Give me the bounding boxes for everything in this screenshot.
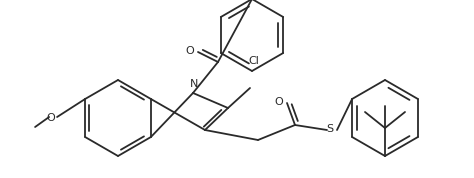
Text: Cl: Cl <box>248 56 259 66</box>
Text: S: S <box>327 124 334 134</box>
Text: O: O <box>274 97 283 107</box>
Text: O: O <box>186 46 194 56</box>
Text: N: N <box>190 79 198 89</box>
Text: O: O <box>47 113 55 123</box>
